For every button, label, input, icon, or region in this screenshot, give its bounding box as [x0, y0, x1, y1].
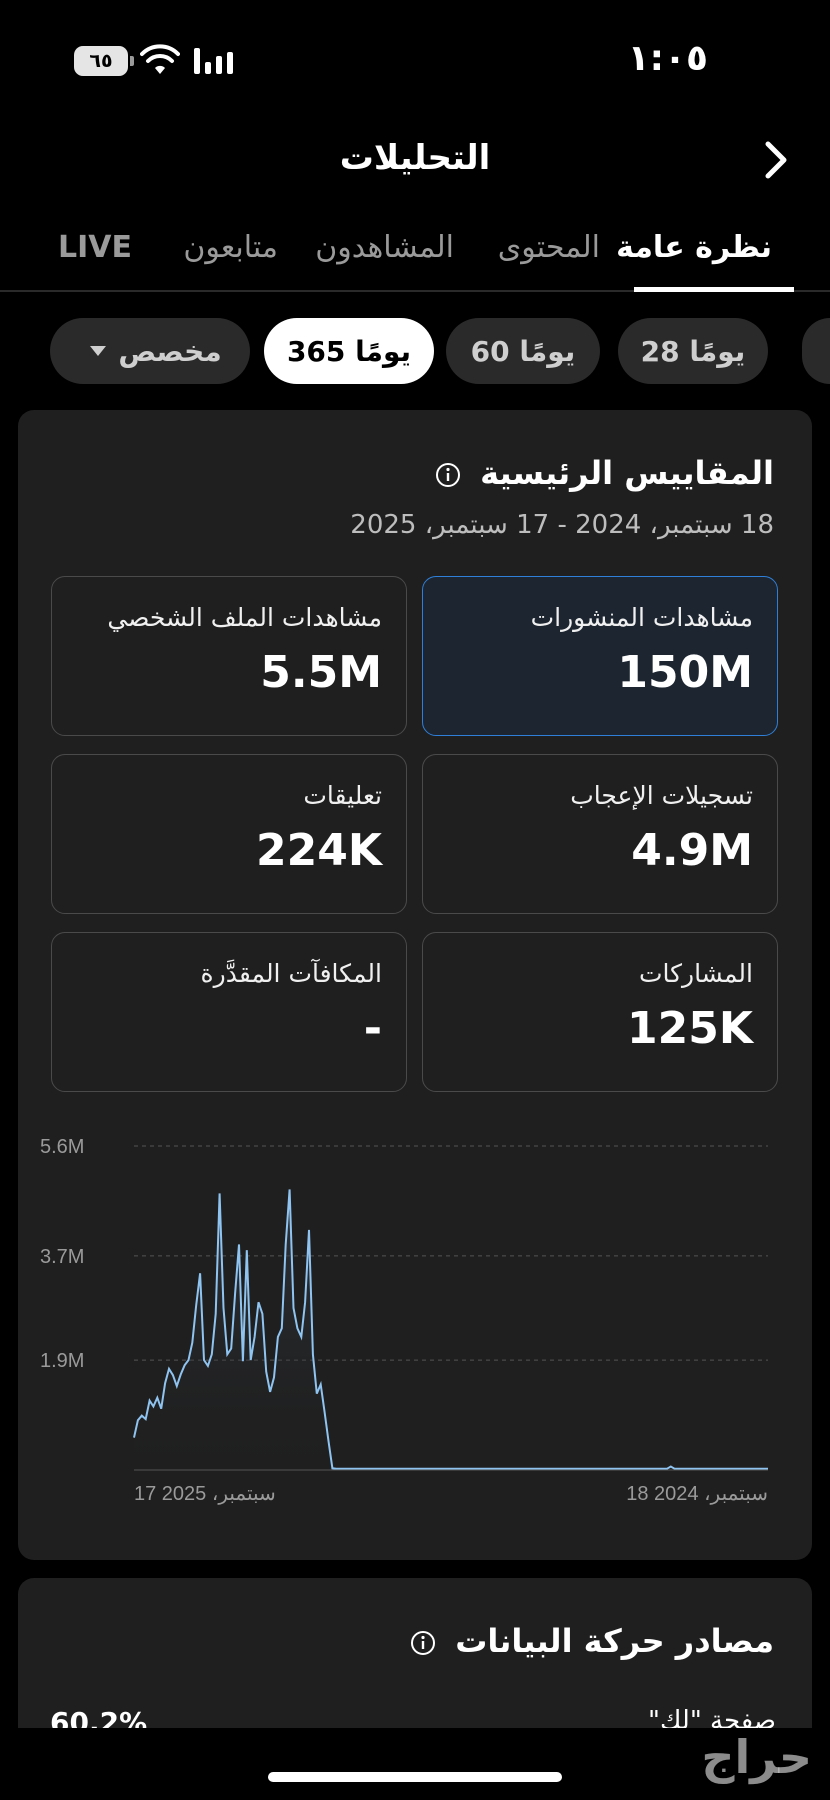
key-metrics-card: المقاييس الرئيسية 18 سبتمبر، 2024 - 17 س… [18, 410, 812, 1560]
traffic-sources-title: مصادر حركة البيانات [410, 1622, 774, 1660]
y-tick-label: 3.7M [40, 1246, 84, 1268]
chart-series-line [133, 1189, 768, 1470]
date-range-chips: 28 يومًا 60 يومًا 365 يومًا مخصص [0, 318, 830, 386]
metric-value: 4.9M [631, 825, 753, 876]
metric-estimated-rewards[interactable]: المكافآت المقدَّرة - [51, 932, 407, 1092]
metric-label: مشاهدات الملف الشخصي [107, 603, 382, 632]
tab-live[interactable]: LIVE [58, 230, 132, 265]
chart-area [134, 1189, 768, 1470]
metric-label: تعليقات [303, 781, 382, 810]
y-tick-label: 1.9M [40, 1350, 84, 1372]
metric-label: مشاهدات المنشورات [530, 603, 753, 632]
chip-label: 28 يومًا [640, 334, 746, 368]
tab-viewers[interactable]: المشاهدون [315, 230, 454, 265]
tab-bar: نظرة عامة المحتوى المشاهدون متابعون LIVE [0, 222, 830, 292]
cellular-signal-icon [194, 48, 233, 74]
metric-value: 224K [256, 825, 382, 876]
metric-value: 5.5M [260, 647, 382, 698]
home-indicator[interactable] [268, 1772, 562, 1782]
bottom-safe-area [0, 1728, 830, 1800]
metric-post-views[interactable]: مشاهدات المنشورات 150M [422, 576, 778, 736]
active-tab-indicator [634, 287, 794, 292]
watermark: حراج [701, 1730, 812, 1784]
chip-label: 365 يومًا [286, 334, 412, 368]
battery-icon: ٦٥ [74, 46, 134, 76]
chip-custom[interactable]: مخصص [50, 318, 250, 384]
chip-label: مخصص [118, 334, 222, 368]
page-title: التحليلات [339, 138, 491, 178]
metric-value: - [363, 1003, 382, 1054]
info-icon[interactable] [435, 462, 461, 488]
chip-365-days[interactable]: 365 يومًا [264, 318, 434, 384]
metric-label: تسجيلات الإعجاب [570, 781, 753, 810]
x-axis-start-label: 18 2024 ،سبتمبر [626, 1483, 768, 1505]
metric-profile-views[interactable]: مشاهدات الملف الشخصي 5.5M [51, 576, 407, 736]
date-range: 18 سبتمبر، 2024 - 17 سبتمبر، 2025 [350, 510, 774, 540]
metric-label: المكافآت المقدَّرة [200, 959, 382, 988]
metric-shares[interactable]: المشاركات 125K [422, 932, 778, 1092]
key-metrics-title: المقاييس الرئيسية [435, 454, 774, 492]
tab-followers[interactable]: متابعون [183, 230, 278, 265]
key-metrics-title-text: المقاييس الرئيسية [480, 454, 774, 492]
tab-overview[interactable]: نظرة عامة [616, 230, 772, 265]
metric-likes[interactable]: تسجيلات الإعجاب 4.9M [422, 754, 778, 914]
wifi-icon [140, 44, 180, 74]
chip-label: 60 يومًا [470, 334, 576, 368]
y-tick-label: 5.6M [40, 1136, 84, 1158]
chip-60-days[interactable]: 60 يومًا [446, 318, 600, 384]
metric-label: المشاركات [638, 959, 753, 988]
views-chart: 5.6M 3.7M 1.9M 18 2024 ،سبتمبر 17 2025 ،سب… [40, 1136, 768, 1505]
traffic-sources-title-text: مصادر حركة البيانات [455, 1622, 774, 1660]
info-icon[interactable] [410, 1630, 436, 1656]
metric-value: 150M [617, 647, 753, 698]
metric-value: 125K [627, 1003, 753, 1054]
status-bar: ١:٠٥ ٦٥ [0, 0, 830, 120]
tab-content[interactable]: المحتوى [497, 230, 600, 265]
back-arrow-icon[interactable] [756, 140, 796, 180]
x-axis-end-label: 17 2025 ،سبتمبر [134, 1483, 276, 1505]
metric-comments[interactable]: تعليقات 224K [51, 754, 407, 914]
status-time: ١:٠٥ [627, 38, 708, 79]
chip-28-days[interactable]: 28 يومًا [618, 318, 768, 384]
chevron-down-icon [90, 346, 107, 356]
